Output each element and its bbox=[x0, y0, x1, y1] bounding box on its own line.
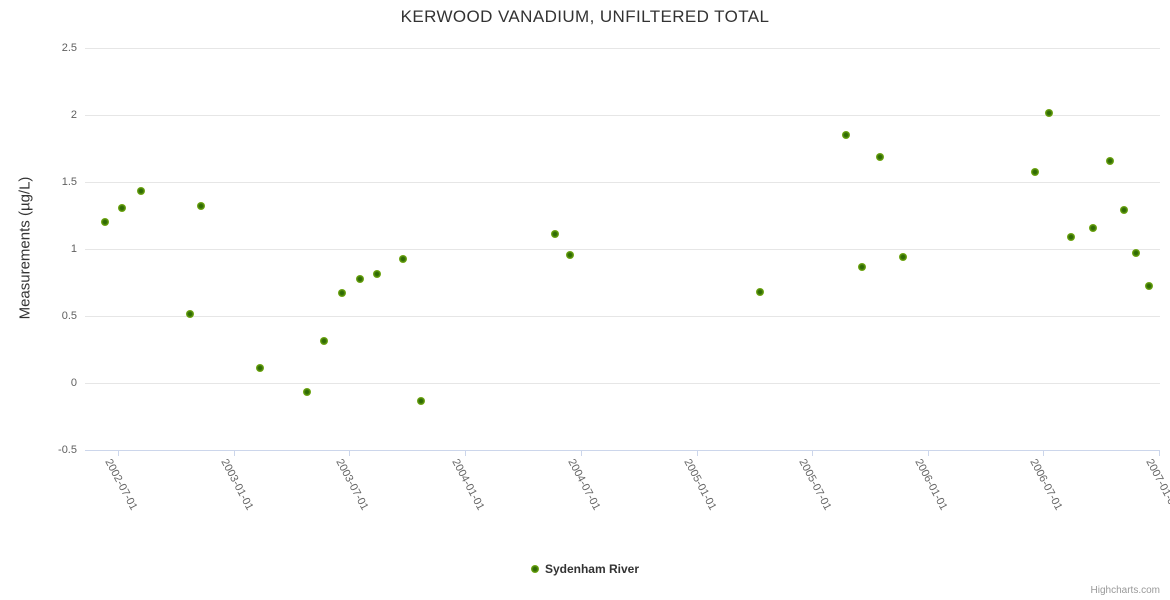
data-point[interactable] bbox=[899, 252, 908, 261]
data-point[interactable] bbox=[255, 363, 264, 372]
data-point[interactable] bbox=[1106, 157, 1115, 166]
data-point[interactable] bbox=[875, 153, 884, 162]
x-axis-label: 2004-07-01 bbox=[564, 457, 603, 513]
y-gridline bbox=[85, 47, 1160, 49]
y-axis-label: 1 bbox=[70, 242, 77, 255]
x-axis-tick bbox=[580, 451, 582, 456]
data-point[interactable] bbox=[1144, 282, 1153, 291]
x-axis-tick bbox=[811, 451, 813, 456]
legend-item-sydenham-river[interactable]: Sydenham River bbox=[0, 562, 1170, 576]
y-axis-label: 1.5 bbox=[61, 175, 77, 188]
data-point[interactable] bbox=[356, 275, 365, 284]
legend-label: Sydenham River bbox=[544, 562, 640, 576]
x-axis-label: 2002-07-01 bbox=[102, 457, 140, 513]
highcharts-credit-link[interactable]: Highcharts.com bbox=[1090, 585, 1160, 596]
y-gridline bbox=[85, 315, 1160, 317]
data-point[interactable] bbox=[417, 397, 426, 406]
data-point[interactable] bbox=[858, 263, 867, 272]
data-point[interactable] bbox=[303, 388, 312, 397]
data-point[interactable] bbox=[1120, 205, 1129, 214]
data-point[interactable] bbox=[1030, 168, 1039, 177]
y-axis-label: 0 bbox=[70, 376, 77, 389]
x-axis-tick bbox=[118, 451, 119, 456]
data-point[interactable] bbox=[841, 130, 850, 139]
data-point[interactable] bbox=[196, 201, 205, 210]
data-point[interactable] bbox=[186, 310, 195, 319]
data-point[interactable] bbox=[756, 287, 765, 296]
data-point[interactable] bbox=[136, 186, 145, 195]
x-axis-line bbox=[85, 450, 1160, 451]
data-point[interactable] bbox=[1088, 224, 1097, 233]
x-axis-tick bbox=[1159, 451, 1160, 456]
series-marker-icon bbox=[530, 565, 539, 573]
y-gridline bbox=[85, 181, 1160, 183]
data-point[interactable] bbox=[398, 255, 407, 264]
x-axis-label: 2005-01-01 bbox=[681, 457, 719, 513]
y-gridline bbox=[85, 382, 1160, 384]
x-axis-label: 2005-07-01 bbox=[795, 457, 834, 513]
x-axis-label: 2003-01-01 bbox=[218, 457, 256, 513]
data-point[interactable] bbox=[373, 270, 382, 279]
data-point[interactable] bbox=[338, 288, 347, 297]
x-axis-label: 2003-07-01 bbox=[333, 457, 371, 513]
x-axis-tick bbox=[928, 451, 930, 456]
data-point[interactable] bbox=[550, 229, 559, 238]
x-axis-tick bbox=[1042, 451, 1044, 456]
y-axis-label: 0.5 bbox=[61, 309, 77, 322]
y-axis-label: 2 bbox=[70, 108, 77, 121]
x-axis-tick bbox=[697, 451, 699, 456]
chart-title: KERWOOD VANADIUM, UNFILTERED TOTAL bbox=[400, 7, 770, 26]
data-point[interactable] bbox=[566, 251, 575, 260]
data-point[interactable] bbox=[1132, 248, 1141, 257]
x-axis-label: 2004-01-01 bbox=[449, 457, 487, 513]
y-axis-label: 2.5 bbox=[61, 41, 77, 54]
x-axis-label: 2007-01-01 bbox=[1143, 457, 1170, 513]
y-axis-label: -0.5 bbox=[58, 443, 77, 456]
x-axis-label: 2006-01-01 bbox=[912, 457, 950, 513]
data-point[interactable] bbox=[1044, 109, 1053, 118]
data-point[interactable] bbox=[118, 204, 127, 213]
data-point[interactable] bbox=[320, 337, 329, 346]
x-axis-tick bbox=[234, 451, 236, 456]
data-point[interactable] bbox=[100, 217, 109, 226]
x-axis-tick bbox=[465, 451, 467, 456]
x-axis-tick bbox=[348, 451, 350, 456]
y-gridline bbox=[85, 248, 1160, 250]
data-point[interactable] bbox=[1067, 232, 1076, 241]
y-gridline bbox=[85, 114, 1160, 116]
x-axis-label: 2006-07-01 bbox=[1026, 457, 1064, 513]
